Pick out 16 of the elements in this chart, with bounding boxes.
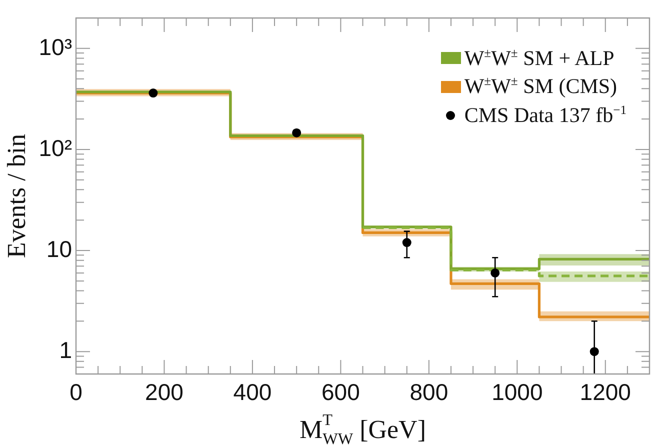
y-tick-label: 1 <box>59 336 72 363</box>
x-tick-label: 0 <box>70 379 82 406</box>
x-tick-label: 1000 <box>492 379 543 406</box>
y-tick-label: 10³ <box>38 34 72 60</box>
y-axis-title: Events / bin <box>2 134 32 258</box>
y-tick-label: 10 <box>46 236 72 262</box>
x-tick-label: 800 <box>410 379 448 406</box>
legend-label: W$^{±}$W$^{±}$ SM (CMS) <box>464 74 618 100</box>
x-tick-label: 200 <box>145 379 184 406</box>
x-tick-label: 400 <box>233 379 272 406</box>
x-tick-label: 600 <box>322 379 360 406</box>
legend-label: CMS Data 137 fb$^{−1}$ <box>464 102 626 128</box>
y-tick-label: 10² <box>38 134 72 161</box>
x-axis-title: M$^{T}$$_{WW}$ [GeV] <box>298 412 427 446</box>
legend-label: W$^{±}$W$^{±}$ SM + ALP <box>464 46 614 71</box>
x-tick-label: 1200 <box>580 379 631 406</box>
